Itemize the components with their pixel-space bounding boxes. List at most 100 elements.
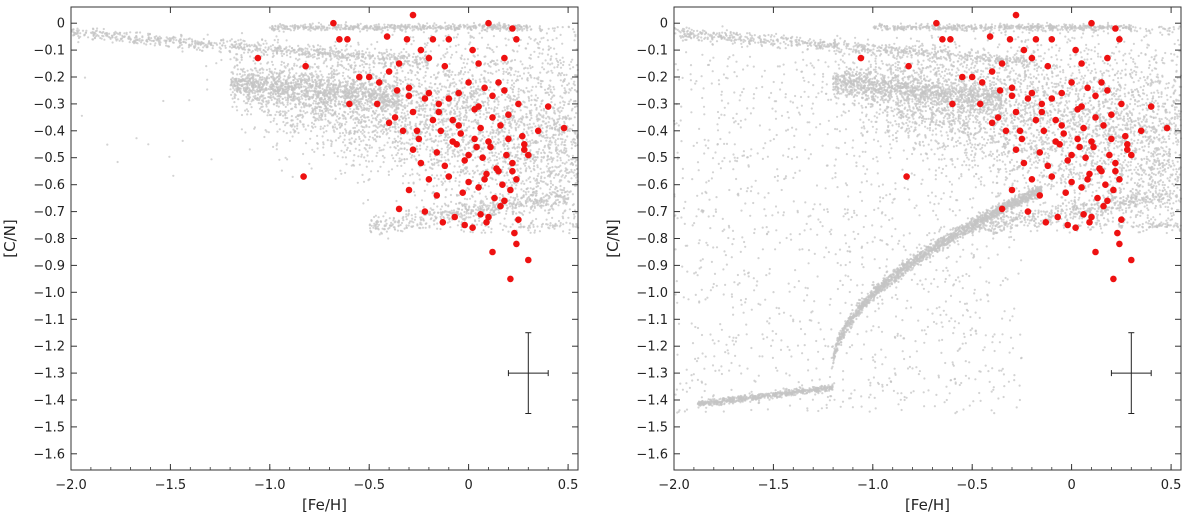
model-point	[495, 70, 498, 73]
model-point	[289, 55, 292, 59]
model-point	[570, 168, 573, 171]
model-point	[382, 107, 385, 110]
model-point	[535, 99, 538, 102]
model-point	[366, 144, 369, 147]
model-point	[502, 70, 505, 73]
model-point	[526, 226, 530, 230]
model-point	[546, 39, 549, 42]
model-point	[314, 125, 317, 128]
model-point	[454, 73, 457, 77]
model-point	[542, 149, 545, 152]
model-point	[426, 118, 429, 121]
model-point	[431, 174, 434, 177]
model-point	[487, 185, 490, 188]
model-point	[289, 131, 292, 134]
model-point	[534, 156, 537, 159]
model-point	[251, 49, 254, 53]
model-point	[552, 137, 555, 140]
model-point	[560, 84, 564, 87]
model-point	[101, 31, 104, 35]
model-point	[399, 99, 403, 102]
model-point	[449, 56, 453, 59]
model-point	[322, 153, 325, 157]
model-point	[540, 102, 543, 105]
model-point	[93, 37, 96, 40]
model-point	[465, 166, 469, 169]
model-point	[372, 110, 375, 113]
model-point	[523, 128, 526, 131]
model-point	[407, 181, 410, 185]
model-point	[347, 113, 350, 116]
model-point	[239, 68, 242, 71]
model-point	[472, 127, 475, 130]
model-point	[306, 47, 309, 51]
model-point	[412, 52, 415, 55]
model-point	[415, 58, 418, 61]
model-point	[565, 73, 568, 76]
model-point	[395, 153, 398, 157]
model-point	[366, 150, 369, 153]
model-point	[495, 155, 498, 159]
model-point	[538, 52, 541, 55]
model-point	[446, 150, 449, 153]
model-point	[373, 215, 376, 219]
model-point	[322, 131, 325, 134]
model-point	[418, 62, 421, 65]
model-point	[466, 58, 470, 61]
model-point	[474, 79, 477, 82]
model-point	[570, 147, 573, 150]
model-point	[509, 74, 512, 77]
model-point	[169, 39, 172, 42]
model-point	[445, 135, 448, 138]
model-point	[314, 102, 318, 105]
model-point	[200, 49, 203, 52]
model-point	[150, 39, 153, 42]
model-point	[536, 156, 539, 159]
model-point	[486, 30, 489, 33]
model-point	[503, 160, 506, 163]
model-point	[447, 143, 450, 146]
model-point	[409, 152, 412, 155]
model-point	[540, 124, 543, 127]
model-point	[168, 37, 171, 40]
model-point	[477, 121, 480, 124]
model-point	[182, 40, 185, 44]
model-point	[383, 156, 386, 159]
model-point	[301, 116, 304, 119]
model-point	[156, 37, 160, 40]
model-point	[554, 143, 557, 146]
model-point	[535, 118, 539, 121]
model-point	[292, 79, 295, 82]
model-point	[539, 30, 543, 33]
model-point	[338, 107, 342, 110]
model-point	[549, 182, 553, 185]
model-point	[444, 196, 447, 199]
model-point	[526, 187, 529, 190]
model-point	[555, 147, 558, 150]
model-point	[352, 68, 355, 71]
model-point	[465, 104, 468, 107]
model-point	[410, 156, 413, 159]
model-point	[437, 118, 440, 121]
model-point	[572, 213, 576, 216]
model-point	[345, 48, 348, 51]
model-point	[570, 158, 573, 161]
model-point	[569, 89, 572, 92]
model-point	[340, 122, 343, 125]
model-point	[418, 82, 421, 85]
model-point	[388, 56, 392, 59]
model-point	[423, 58, 426, 61]
model-point	[494, 151, 497, 154]
model-point	[266, 53, 269, 57]
model-point	[273, 49, 276, 52]
model-point	[573, 174, 576, 177]
model-point	[548, 146, 551, 149]
model-point	[541, 66, 544, 69]
model-point	[458, 180, 461, 183]
model-point	[112, 33, 116, 36]
model-point	[330, 114, 333, 117]
model-point	[533, 50, 536, 53]
model-point	[417, 109, 420, 112]
model-point	[300, 49, 303, 52]
model-point	[314, 93, 318, 96]
